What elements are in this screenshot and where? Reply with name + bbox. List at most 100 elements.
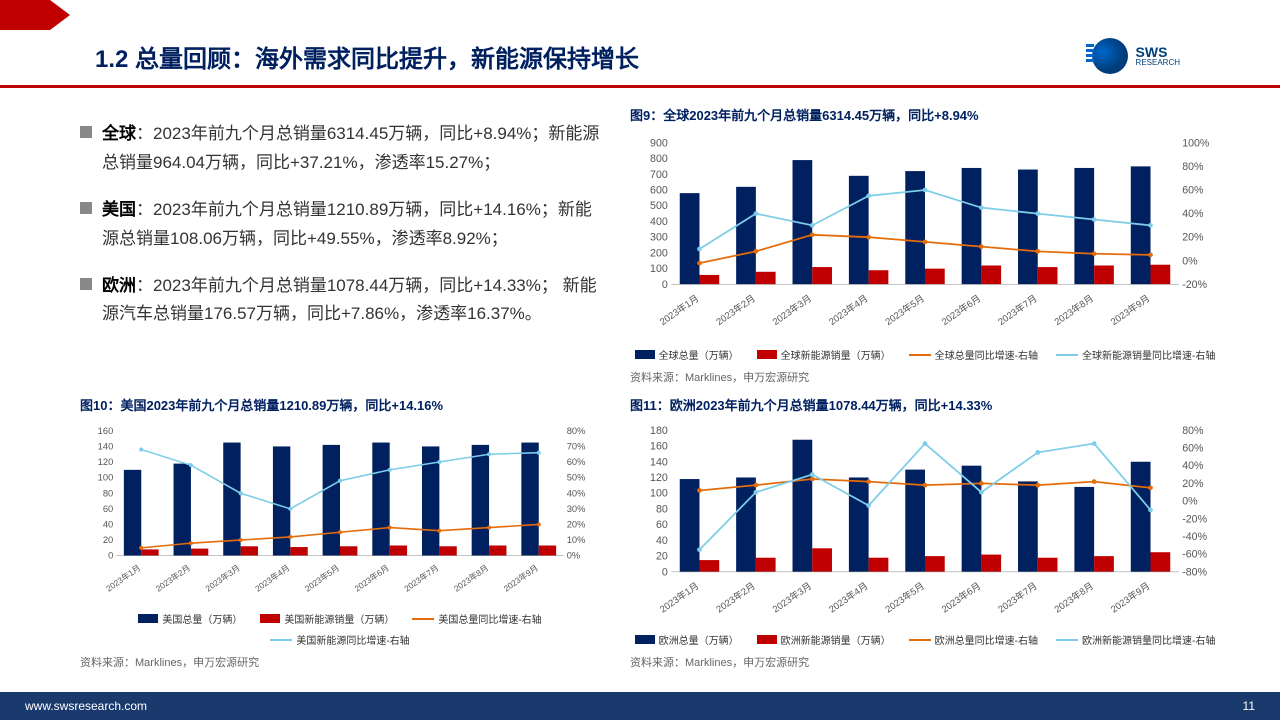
svg-text:2023年3月: 2023年3月 [203, 563, 241, 594]
bullet-text: 美国：2023年前九个月总销量1210.89万辆，同比+14.16%；新能源总销… [102, 196, 600, 254]
svg-text:2023年4月: 2023年4月 [253, 563, 291, 594]
svg-text:20%: 20% [1182, 478, 1204, 490]
footer: www.swsresearch.com 11 [0, 692, 1280, 720]
svg-text:160: 160 [650, 441, 668, 453]
svg-text:70%: 70% [567, 442, 586, 452]
page-title: 1.2 总量回顾：海外需求同比提升，新能源保持增长 [95, 39, 639, 74]
svg-text:0: 0 [108, 551, 113, 561]
svg-text:40: 40 [656, 535, 668, 547]
svg-text:80%: 80% [567, 426, 586, 436]
svg-text:2023年3月: 2023年3月 [770, 580, 813, 615]
svg-text:50%: 50% [567, 473, 586, 483]
svg-text:60%: 60% [1182, 443, 1204, 455]
bullet-marker [80, 278, 92, 290]
logo-icon [1092, 38, 1128, 74]
svg-text:-60%: -60% [1182, 549, 1207, 561]
svg-text:-20%: -20% [1182, 279, 1207, 291]
svg-text:60%: 60% [1182, 185, 1204, 197]
svg-text:800: 800 [650, 153, 668, 165]
svg-text:40%: 40% [567, 488, 586, 498]
svg-text:2023年6月: 2023年6月 [939, 292, 982, 327]
svg-text:20: 20 [103, 535, 113, 545]
svg-text:0: 0 [662, 279, 668, 291]
svg-text:40%: 40% [1182, 208, 1204, 220]
svg-text:120: 120 [98, 457, 114, 467]
svg-text:2023年9月: 2023年9月 [502, 563, 540, 594]
svg-text:2023年7月: 2023年7月 [996, 580, 1039, 615]
svg-text:160: 160 [98, 426, 114, 436]
svg-text:180: 180 [650, 425, 668, 437]
svg-text:100%: 100% [1182, 137, 1210, 149]
svg-text:2023年6月: 2023年6月 [353, 563, 391, 594]
svg-text:200: 200 [650, 247, 668, 259]
logo: SWSRESEARCH [1092, 38, 1180, 74]
legend: 全球总量（万辆） 全球新能源销量（万辆） 全球总量同比增速-右轴 全球新能源销量… [630, 343, 1220, 366]
bullet-marker [80, 126, 92, 138]
svg-text:2023年8月: 2023年8月 [1052, 580, 1095, 615]
svg-text:2023年8月: 2023年8月 [1052, 292, 1095, 327]
chart-title: 图10：美国2023年前九个月总销量1210.89万辆，同比+14.16% [80, 395, 600, 414]
svg-text:60: 60 [103, 504, 113, 514]
logo-text: SWSRESEARCH [1136, 45, 1180, 67]
chart-source: 资料来源：Marklines，申万宏源研究 [80, 654, 600, 670]
svg-text:80: 80 [103, 488, 113, 498]
svg-text:300: 300 [650, 232, 668, 244]
bullet-text: 欧洲：2023年前九个月总销量1078.44万辆，同比+14.33%； 新能源汽… [102, 272, 600, 330]
svg-text:0%: 0% [1182, 496, 1198, 508]
footer-url: www.swsresearch.com [25, 699, 147, 713]
svg-text:20: 20 [656, 551, 668, 563]
svg-text:2023年4月: 2023年4月 [827, 292, 870, 327]
svg-text:0%: 0% [567, 551, 581, 561]
divider-line [0, 85, 1280, 88]
svg-text:100: 100 [98, 473, 114, 483]
svg-text:30%: 30% [567, 504, 586, 514]
chart-11: 图11：欧洲2023年前九个月总销量1078.44万辆，同比+14.33% 0 20… [630, 395, 1220, 670]
svg-text:400: 400 [650, 216, 668, 228]
page-number: 11 [1243, 699, 1255, 713]
svg-text:20%: 20% [1182, 232, 1204, 244]
svg-text:2023年5月: 2023年5月 [303, 563, 341, 594]
svg-text:140: 140 [98, 442, 114, 452]
bullet-list: 全球：2023年前九个月总销量6314.45万辆，同比+8.94%；新能源总销量… [80, 105, 600, 385]
svg-text:2023年6月: 2023年6月 [939, 580, 982, 615]
svg-text:500: 500 [650, 200, 668, 212]
svg-text:2023年1月: 2023年1月 [657, 580, 700, 615]
svg-text:0%: 0% [1182, 255, 1198, 267]
svg-text:140: 140 [650, 456, 668, 468]
svg-text:2023年4月: 2023年4月 [827, 580, 870, 615]
header: 1.2 总量回顾：海外需求同比提升，新能源保持增长 SWSRESEARCH [95, 38, 1180, 74]
chart-9: 图9：全球2023年前九个月总销量6314.45万辆，同比+8.94% 0 100 2… [630, 105, 1220, 385]
svg-text:20%: 20% [567, 520, 586, 530]
svg-text:2023年3月: 2023年3月 [770, 292, 813, 327]
svg-text:700: 700 [650, 169, 668, 181]
svg-text:100: 100 [650, 263, 668, 275]
svg-text:-80%: -80% [1182, 566, 1207, 578]
svg-text:-20%: -20% [1182, 513, 1207, 525]
svg-text:2023年7月: 2023年7月 [996, 292, 1039, 327]
content: 全球：2023年前九个月总销量6314.45万辆，同比+8.94%；新能源总销量… [80, 105, 1220, 670]
chart-10: 图10：美国2023年前九个月总销量1210.89万辆，同比+14.16% 0 20… [80, 395, 600, 670]
svg-text:2023年5月: 2023年5月 [883, 580, 926, 615]
chart-svg: 0100200300400500600700800900-20%0%20%40%… [630, 129, 1220, 343]
svg-text:60%: 60% [567, 457, 586, 467]
svg-text:120: 120 [650, 472, 668, 484]
svg-text:80: 80 [656, 503, 668, 515]
svg-text:900: 900 [650, 137, 668, 149]
corner-accent [0, 0, 50, 30]
chart-title: 图9：全球2023年前九个月总销量6314.45万辆，同比+8.94% [630, 105, 1220, 124]
svg-text:2023年1月: 2023年1月 [657, 292, 700, 327]
svg-text:40: 40 [103, 520, 113, 530]
chart-title: 图11：欧洲2023年前九个月总销量1078.44万辆，同比+14.33% [630, 395, 1220, 414]
legend: 欧洲总量（万辆） 欧洲新能源销量（万辆） 欧洲总量同比增速-右轴 欧洲新能源销量… [630, 628, 1220, 651]
svg-text:100: 100 [650, 488, 668, 500]
chart-svg: 0204060801001201401600%10%20%30%40%50%60… [80, 419, 600, 607]
svg-text:80%: 80% [1182, 425, 1204, 437]
svg-text:2023年8月: 2023年8月 [452, 563, 490, 594]
svg-text:2023年9月: 2023年9月 [1108, 580, 1151, 615]
svg-text:2023年9月: 2023年9月 [1108, 292, 1151, 327]
svg-text:0: 0 [662, 566, 668, 578]
legend: 美国总量（万辆） 美国新能源销量（万辆） 美国总量同比增速-右轴 美国新能源同比… [80, 607, 600, 651]
svg-text:2023年1月: 2023年1月 [104, 563, 142, 594]
svg-text:2023年5月: 2023年5月 [883, 292, 926, 327]
svg-text:2023年2月: 2023年2月 [714, 292, 757, 327]
